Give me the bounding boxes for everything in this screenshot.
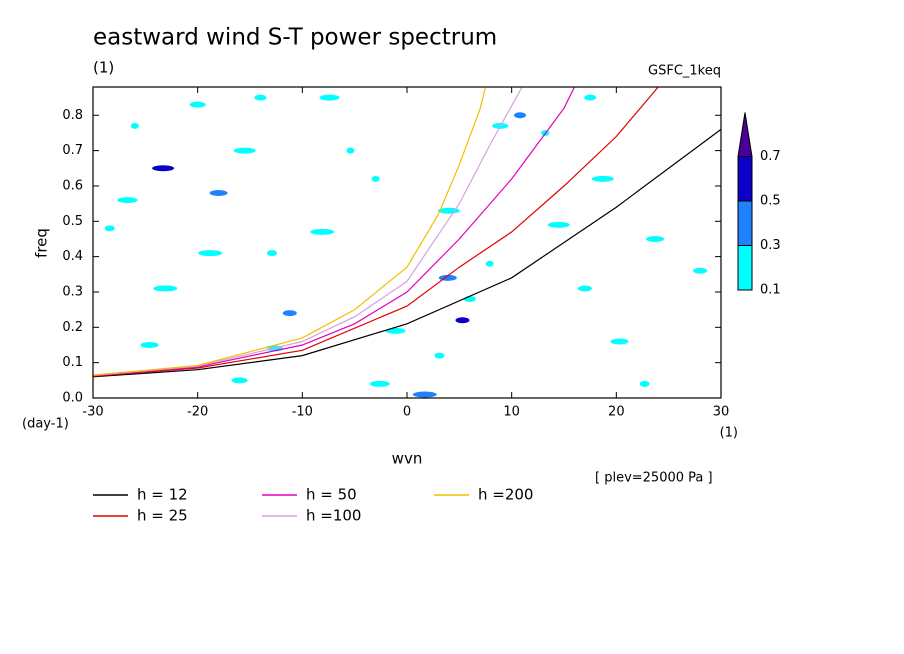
y-tick-label: 0.3	[62, 284, 83, 299]
dispersion-line	[92, 86, 576, 377]
contour-patch	[412, 391, 437, 398]
legend-label: h = 12	[137, 486, 188, 504]
contour-patch	[153, 285, 178, 292]
legend-label: h =100	[306, 507, 361, 525]
subtitle: (1)	[93, 59, 114, 77]
y-tick-label: 0.1	[62, 355, 83, 370]
y-tick-label: 0.6	[62, 178, 83, 193]
x-tick-label: -10	[292, 405, 313, 420]
legend-label: h =200	[478, 486, 533, 504]
colorbar-label: 0.5	[760, 194, 781, 209]
x-tick-label: 20	[608, 405, 625, 420]
contour-patch	[639, 380, 650, 387]
contour-patch	[434, 352, 445, 359]
y-tick-label: 0.7	[62, 143, 83, 158]
contour-patch	[231, 377, 248, 384]
contour-patch	[198, 250, 223, 257]
colorbar-triangle	[737, 112, 753, 157]
dispersion-line	[92, 86, 487, 376]
y-tick-label: 0.8	[62, 108, 83, 123]
contour-patch	[547, 221, 570, 228]
contour-patch	[693, 267, 708, 274]
y-axis-label: freq	[33, 228, 51, 258]
contour-patch	[152, 165, 175, 172]
x-tick-label: -20	[187, 405, 208, 420]
contour-patch	[385, 327, 406, 334]
x-tick-label: 30	[713, 405, 730, 420]
contour-patch	[463, 296, 476, 303]
source: GSFC_1keq	[648, 64, 721, 79]
x-tick-label: 0	[403, 405, 411, 420]
contour-patch	[282, 310, 297, 317]
contour-patch	[233, 147, 256, 154]
contour-patch	[117, 197, 138, 204]
legend-label: h = 25	[137, 507, 188, 525]
colorbar-label: 0.1	[760, 283, 781, 298]
contour-patch	[319, 94, 340, 101]
colorbar-segment	[737, 200, 753, 246]
plot-frame	[92, 86, 722, 399]
colorbar-label: 0.3	[760, 238, 781, 253]
y-unit: (day-1)	[22, 417, 69, 432]
contour-patch	[584, 94, 597, 101]
x-tick-label: 10	[503, 405, 520, 420]
dispersion-line	[92, 86, 659, 377]
y-tick-label: 0.5	[62, 214, 83, 229]
contour-patch	[266, 250, 277, 257]
contour-patch	[455, 317, 470, 324]
colorbar-label: 0.7	[760, 149, 781, 164]
x-tick-label: -30	[82, 405, 103, 420]
contour-patch	[591, 175, 614, 182]
contour-patch	[610, 338, 629, 345]
contour-patch	[437, 207, 460, 214]
contour-patch	[254, 94, 267, 101]
contour-patch	[310, 228, 335, 235]
contour-patch	[346, 147, 355, 154]
y-tick-label: 0.4	[62, 249, 83, 264]
contour-patch	[209, 190, 228, 197]
x-axis-label: wvn	[392, 450, 423, 468]
dispersion-line	[92, 128, 722, 378]
colorbar-segment	[737, 156, 753, 202]
colorbar-segment	[737, 245, 753, 291]
contour-patch	[646, 235, 665, 242]
y-tick-label: 0.2	[62, 320, 83, 335]
contour-patch	[577, 285, 592, 292]
contour-patch	[371, 175, 380, 182]
contour-patch	[189, 101, 206, 108]
dispersion-line	[92, 86, 523, 376]
contour-patch	[485, 260, 494, 267]
legend-label: h = 50	[306, 486, 357, 504]
contour-patch	[514, 112, 527, 119]
chart-title: eastward wind S-T power spectrum	[93, 25, 497, 51]
contour-patch	[140, 341, 159, 348]
x-unit: (1)	[720, 426, 738, 441]
y-tick-label: 0.0	[62, 391, 83, 406]
contour-patch	[369, 380, 390, 387]
contour-patch	[130, 122, 139, 129]
note: [ plev=25000 Pa ]	[595, 471, 713, 486]
contour-patch	[104, 225, 115, 232]
